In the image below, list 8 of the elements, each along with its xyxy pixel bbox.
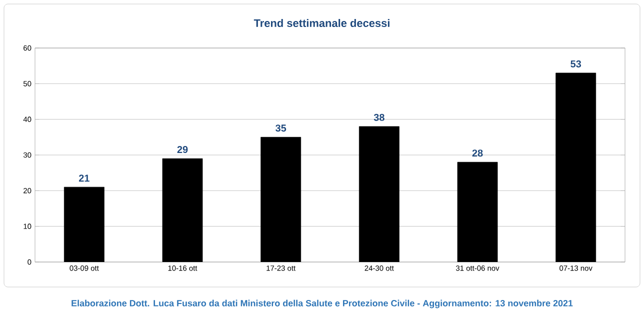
data-label: 35 bbox=[276, 124, 286, 132]
data-label: 28 bbox=[472, 150, 483, 157]
data-label: 53 bbox=[570, 60, 582, 68]
data-label: 29 bbox=[177, 146, 188, 154]
data-label: 38 bbox=[374, 114, 384, 121]
data-label: 21 bbox=[78, 174, 90, 182]
chart-title: Trend settimanale decessi bbox=[254, 18, 390, 28]
text: Elaborazione Dott. Luca Fusaro da dati Ministero della Salute e Protezione Civile - Aggiornamento: 13 novembre 2021 bbox=[72, 300, 573, 308]
